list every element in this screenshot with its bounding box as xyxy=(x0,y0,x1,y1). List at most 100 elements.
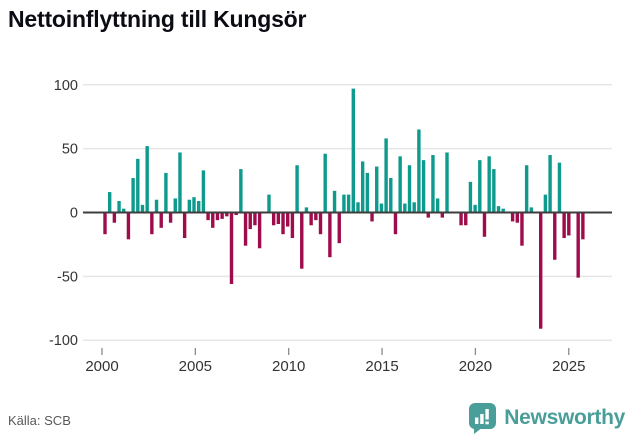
bar xyxy=(356,202,360,213)
bar xyxy=(581,212,585,240)
bar xyxy=(164,172,168,213)
bar xyxy=(206,212,210,221)
bar xyxy=(239,169,243,213)
x-axis-tick-label: 2005 xyxy=(179,358,212,375)
bar xyxy=(515,212,519,223)
bar xyxy=(112,212,117,223)
bar xyxy=(473,204,477,213)
bar xyxy=(328,212,332,258)
bar xyxy=(524,165,529,213)
bar xyxy=(543,194,548,213)
bar xyxy=(426,212,430,218)
bar xyxy=(271,212,276,226)
bar xyxy=(370,212,374,222)
bar xyxy=(192,197,196,213)
bar xyxy=(520,212,524,246)
bar xyxy=(478,160,482,213)
bar xyxy=(492,169,496,213)
x-axis-tick-label: 2000 xyxy=(85,358,118,375)
bar xyxy=(103,212,107,235)
bar xyxy=(337,212,341,244)
bar xyxy=(117,201,121,213)
y-axis-tick-label: 0 xyxy=(70,206,78,222)
bar xyxy=(267,194,271,213)
bar xyxy=(384,138,388,213)
bar xyxy=(229,212,234,285)
bar xyxy=(482,212,487,237)
y-axis-tick-label: -50 xyxy=(57,269,78,285)
bar xyxy=(154,199,159,213)
bar xyxy=(243,212,248,246)
bar xyxy=(562,212,566,239)
bar xyxy=(314,212,318,221)
bar xyxy=(300,212,304,269)
bar xyxy=(253,212,257,226)
newsworthy-logo-icon xyxy=(469,403,497,434)
bar xyxy=(140,204,145,213)
bar xyxy=(182,212,187,239)
newsworthy-logo-text: Newsworthy xyxy=(504,405,625,429)
bar xyxy=(539,212,543,329)
bar xyxy=(211,212,215,228)
bar xyxy=(412,202,416,213)
bar xyxy=(398,156,402,213)
bar xyxy=(248,212,252,230)
bar xyxy=(107,192,112,213)
bar xyxy=(501,208,505,213)
bar xyxy=(173,198,177,213)
newsworthy-logo[interactable]: Newsworthy xyxy=(467,401,625,434)
bar xyxy=(131,178,135,213)
bar xyxy=(318,212,323,235)
y-axis-tick-label: 50 xyxy=(62,142,78,158)
bar xyxy=(276,212,281,224)
x-axis-tick-label: 2025 xyxy=(552,358,585,375)
bar xyxy=(464,212,468,226)
bar xyxy=(225,212,229,217)
bar xyxy=(431,155,435,213)
bar xyxy=(178,152,182,213)
bar xyxy=(553,212,557,260)
bar xyxy=(145,146,149,213)
bar xyxy=(365,172,370,213)
bar xyxy=(379,203,384,213)
bar xyxy=(407,165,412,213)
x-axis-tick-label: 2010 xyxy=(272,358,305,375)
bar xyxy=(220,212,224,219)
bar xyxy=(445,152,449,213)
bar xyxy=(286,212,290,227)
chart-title: Nettoinflyttning till Kungsör xyxy=(8,6,307,32)
bar xyxy=(122,208,126,213)
bar xyxy=(281,212,285,235)
y-axis-tick-label: -100 xyxy=(49,333,78,349)
bar xyxy=(346,194,351,213)
y-axis-tick-label: 100 xyxy=(54,78,78,94)
bar xyxy=(187,199,192,213)
bar xyxy=(459,212,463,226)
bar xyxy=(309,212,313,226)
bar xyxy=(168,212,173,223)
bar xyxy=(421,160,426,213)
bar xyxy=(417,129,421,213)
bar xyxy=(510,212,515,222)
bar xyxy=(375,166,379,213)
bar xyxy=(393,212,398,235)
bar xyxy=(468,181,473,213)
source-text: Källa: SCB xyxy=(8,413,71,428)
bar xyxy=(290,212,295,239)
bar xyxy=(159,212,163,228)
bar xyxy=(496,206,501,213)
bar xyxy=(136,158,140,213)
bar xyxy=(304,207,309,213)
bar xyxy=(360,161,365,213)
bar xyxy=(150,212,154,235)
bar xyxy=(201,170,206,213)
bar xyxy=(557,162,562,213)
bar xyxy=(351,88,355,213)
bar xyxy=(215,212,220,221)
bar xyxy=(332,190,337,213)
bar xyxy=(323,153,327,213)
bar xyxy=(440,212,445,218)
bar xyxy=(197,201,201,213)
